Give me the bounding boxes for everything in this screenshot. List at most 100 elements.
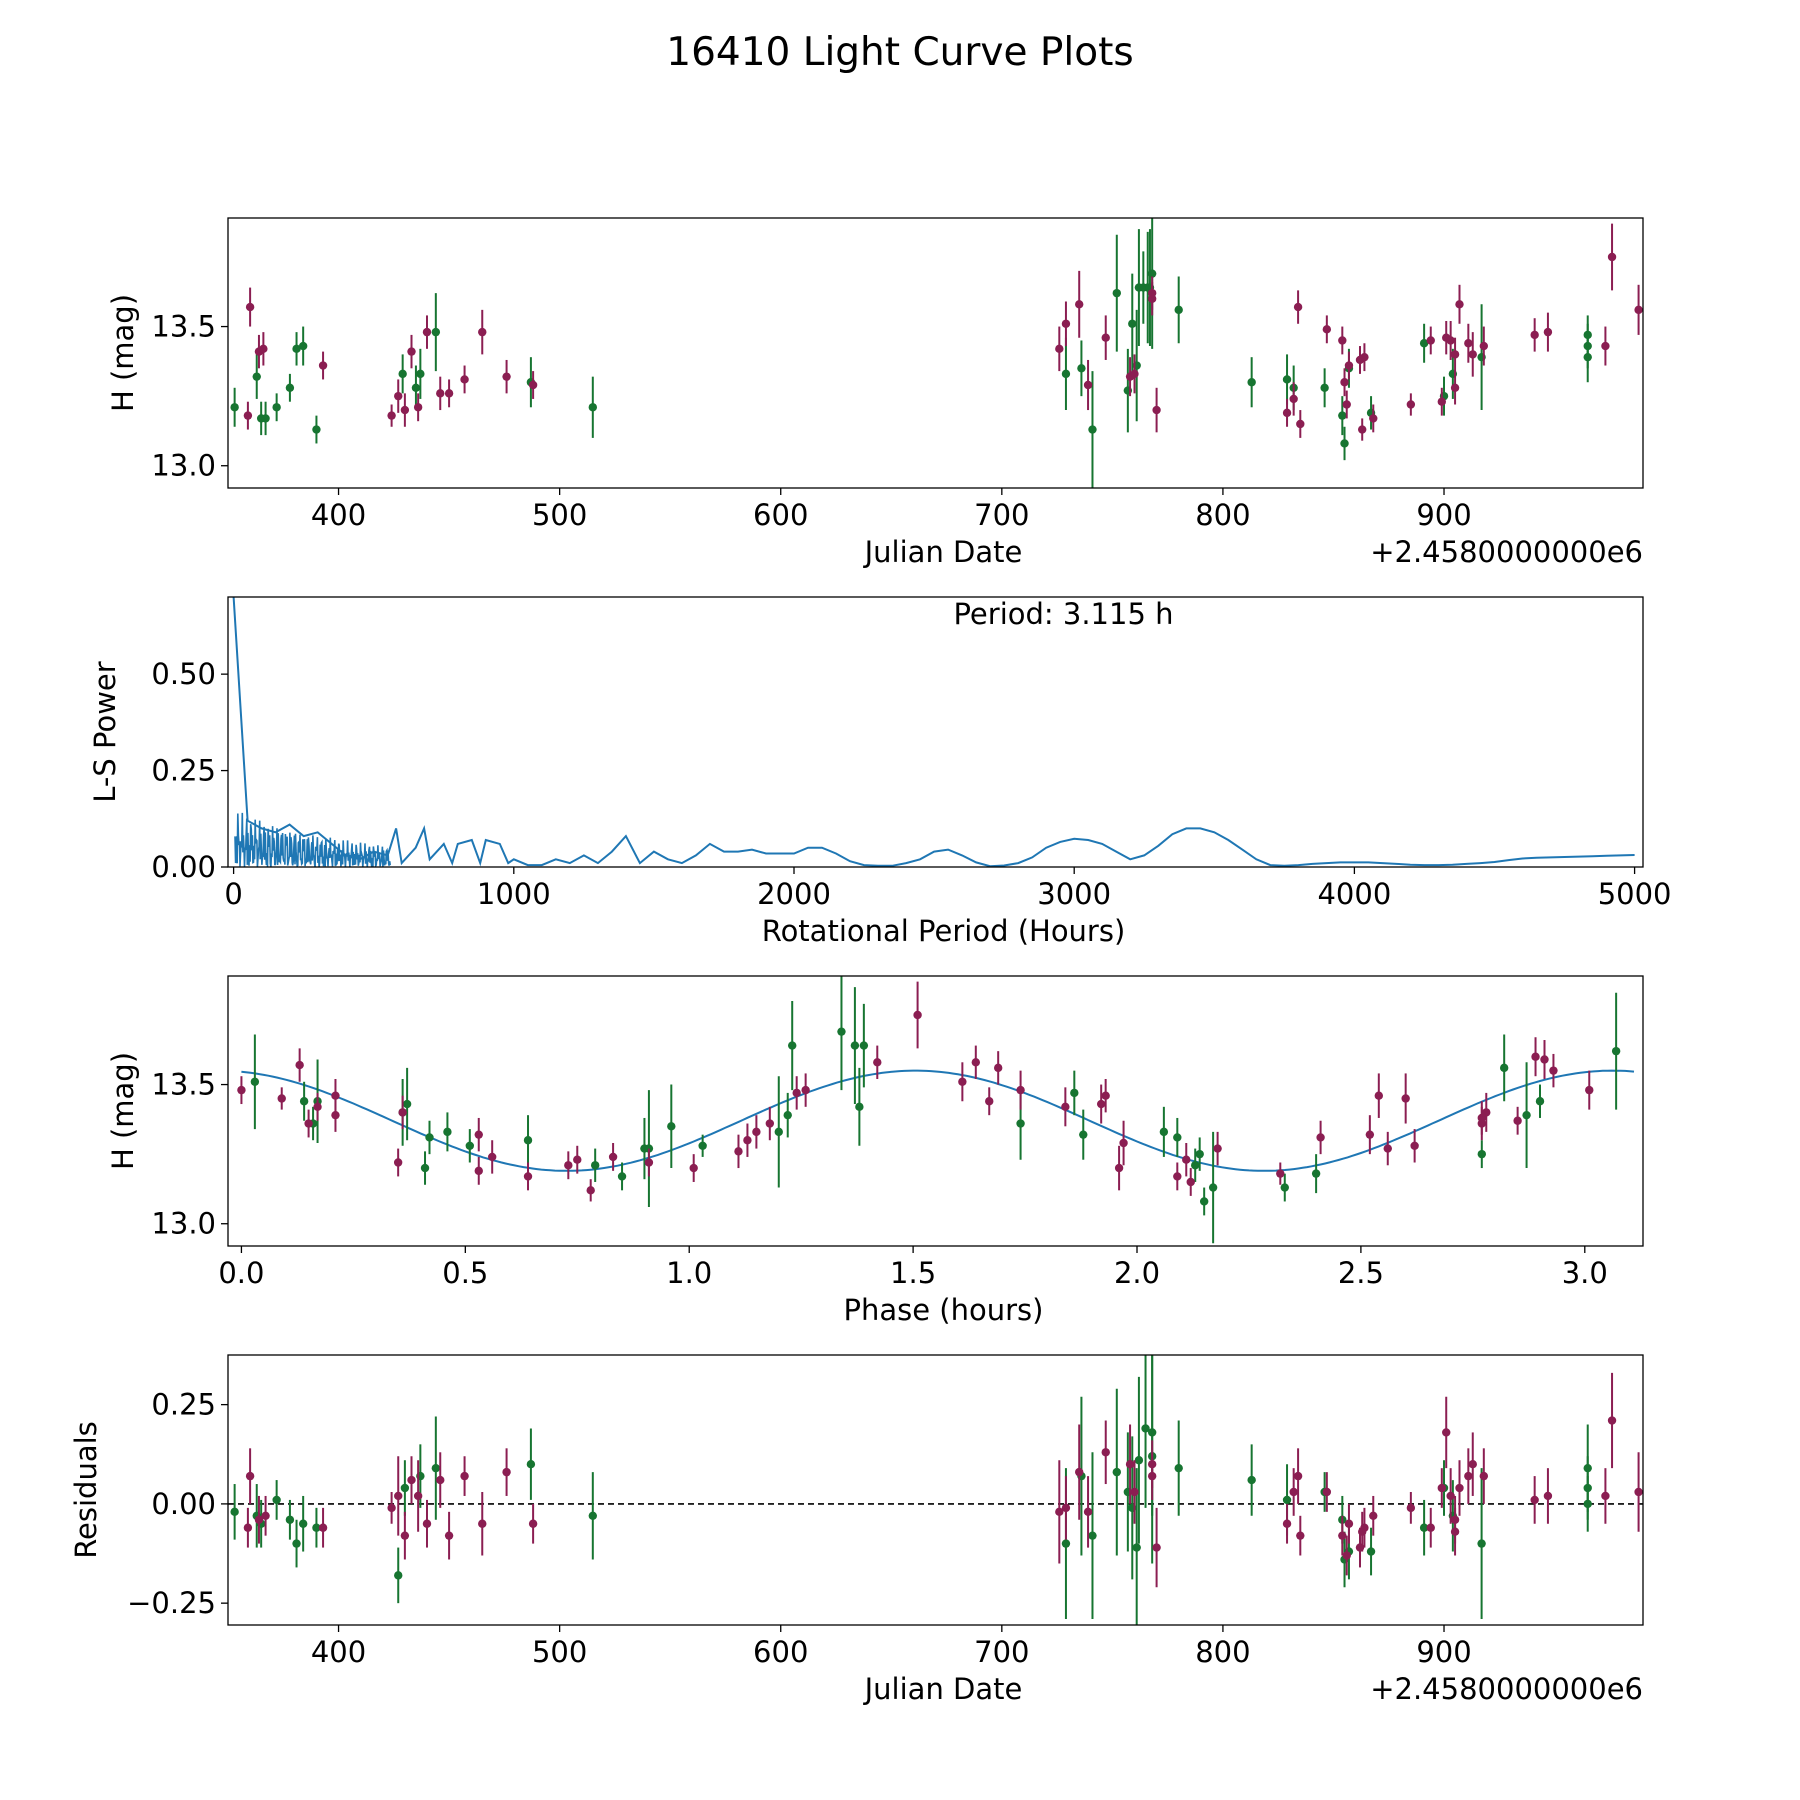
lightcurve-point-green xyxy=(1320,383,1329,392)
lightcurve-point-green xyxy=(1088,425,1097,434)
phased-point-green xyxy=(617,1172,627,1181)
periodogram-plot-area xyxy=(232,597,1635,867)
phased-point-green xyxy=(465,1141,475,1150)
residuals-point-green xyxy=(1061,1539,1071,1548)
residuals-offset-label: +2.4580000000e6 xyxy=(1370,1672,1643,1706)
phased-point-red xyxy=(474,1130,483,1139)
phased-point-red xyxy=(1482,1108,1491,1117)
lightcurve-point-red xyxy=(1369,414,1378,423)
lightcurve-point-red xyxy=(422,327,432,337)
residuals-xtick-label: 800 xyxy=(1195,1635,1250,1669)
figure-title: 16410 Light Curve Plots xyxy=(666,30,1133,75)
phased-point-red xyxy=(1549,1066,1558,1075)
lightcurve-point-red xyxy=(1101,333,1110,342)
lightcurve-point-green xyxy=(1061,369,1071,379)
residuals-point-red xyxy=(387,1503,396,1513)
phased-point-green xyxy=(1535,1097,1545,1106)
phased-point-green xyxy=(850,1041,860,1050)
phased-point-green xyxy=(1070,1088,1079,1098)
lightcurve-xtick-label: 500 xyxy=(532,498,587,532)
lightcurve-xtick-label: 800 xyxy=(1195,498,1250,532)
residuals-point-red xyxy=(422,1519,432,1528)
periodogram-annotation: Period: 3.115 h xyxy=(953,597,1173,631)
lightcurve-point-red xyxy=(387,411,396,420)
residuals-point-green xyxy=(298,1519,308,1528)
phased-point-red xyxy=(1186,1177,1195,1187)
residuals-point-red xyxy=(1152,1543,1161,1552)
phased-point-red xyxy=(1061,1102,1070,1112)
lightcurve-point-green xyxy=(1282,375,1292,384)
lightcurve-offset-label: +2.4580000000e6 xyxy=(1370,535,1643,569)
lightcurve-point-green xyxy=(230,403,239,412)
lightcurve-xtick-label: 700 xyxy=(974,498,1029,532)
lightcurve-point-red xyxy=(1344,361,1354,370)
residuals-point-green xyxy=(1247,1475,1256,1485)
lightcurve-point-red xyxy=(1296,419,1305,429)
residuals-point-red xyxy=(1450,1527,1460,1536)
lightcurve-point-red xyxy=(1406,400,1416,409)
periodogram-xtick-label: 4000 xyxy=(1317,877,1391,911)
residuals-point-green xyxy=(1088,1531,1097,1540)
residuals-point-red xyxy=(1075,1467,1084,1477)
phased-point-red xyxy=(985,1097,994,1106)
lightcurve-point-red xyxy=(1360,352,1369,362)
lightcurve-point-red xyxy=(478,327,487,337)
lightcurve-point-green xyxy=(312,425,321,434)
phased-point-red xyxy=(1316,1133,1325,1142)
phased-point-red xyxy=(608,1152,618,1162)
phased-point-green xyxy=(774,1127,783,1137)
lightcurve-point-red xyxy=(1083,380,1093,390)
residuals-xtick-label: 500 xyxy=(532,1635,587,1669)
phased-point-red xyxy=(1101,1091,1110,1100)
lightcurve-point-green xyxy=(416,369,425,379)
residuals-point-green xyxy=(292,1539,301,1548)
lightcurve-point-red xyxy=(1340,378,1349,387)
residuals-point-red xyxy=(254,1515,264,1524)
phased-point-red xyxy=(474,1166,483,1176)
residuals-point-green xyxy=(588,1511,598,1521)
phased-point-red xyxy=(331,1091,340,1100)
residuals-point-red xyxy=(318,1523,328,1532)
lightcurve-point-green xyxy=(1338,411,1347,420)
residuals-point-green xyxy=(394,1571,403,1580)
residuals-point-red xyxy=(400,1531,410,1540)
periodogram-noise xyxy=(234,812,391,867)
phased-ylabel: H (mag) xyxy=(106,1052,140,1170)
lightcurve-point-red xyxy=(1543,327,1553,337)
periodogram-xtick-label: 5000 xyxy=(1598,877,1672,911)
lightcurve-point-red xyxy=(1152,405,1161,415)
lightcurve-point-red xyxy=(460,375,469,384)
residuals-point-green xyxy=(1282,1495,1292,1505)
periodogram-frame xyxy=(227,596,1644,868)
lightcurve-point-green xyxy=(431,327,441,337)
lightcurve-point-green xyxy=(1174,305,1183,315)
lightcurve-point-green xyxy=(1340,439,1349,448)
residuals-point-red xyxy=(1130,1487,1139,1497)
lightcurve-point-red xyxy=(407,347,416,356)
phased-point-green xyxy=(1173,1133,1182,1142)
lightcurve-point-red xyxy=(1130,369,1139,379)
residuals-point-red xyxy=(1342,1551,1351,1560)
residuals-point-red xyxy=(394,1491,403,1501)
lightcurve-xtick-label: 600 xyxy=(753,498,808,532)
residuals-point-green xyxy=(431,1463,441,1473)
phased-xtick-label: 0.0 xyxy=(218,1256,264,1290)
residuals-point-red xyxy=(1468,1459,1477,1469)
lightcurve-point-red xyxy=(1634,305,1643,315)
phased-point-red xyxy=(573,1155,582,1164)
phased-point-red xyxy=(971,1058,981,1067)
residuals-point-red xyxy=(1455,1483,1464,1493)
phased-plot-area xyxy=(237,976,1635,1244)
residuals-point-green xyxy=(1132,1543,1141,1552)
phased-point-red xyxy=(1096,1099,1106,1109)
lightcurve-point-green xyxy=(285,383,295,392)
lightcurve-point-green xyxy=(1583,330,1592,340)
residuals-point-red xyxy=(1296,1531,1305,1540)
residuals-point-red xyxy=(1446,1491,1455,1501)
residuals-point-green xyxy=(1366,1547,1376,1556)
residuals-point-red xyxy=(413,1491,423,1501)
periodogram-ylabel: L-S Power xyxy=(88,661,122,802)
phased-point-red xyxy=(1531,1052,1540,1061)
phased-point-red xyxy=(277,1094,286,1103)
phased-point-green xyxy=(1191,1161,1200,1170)
